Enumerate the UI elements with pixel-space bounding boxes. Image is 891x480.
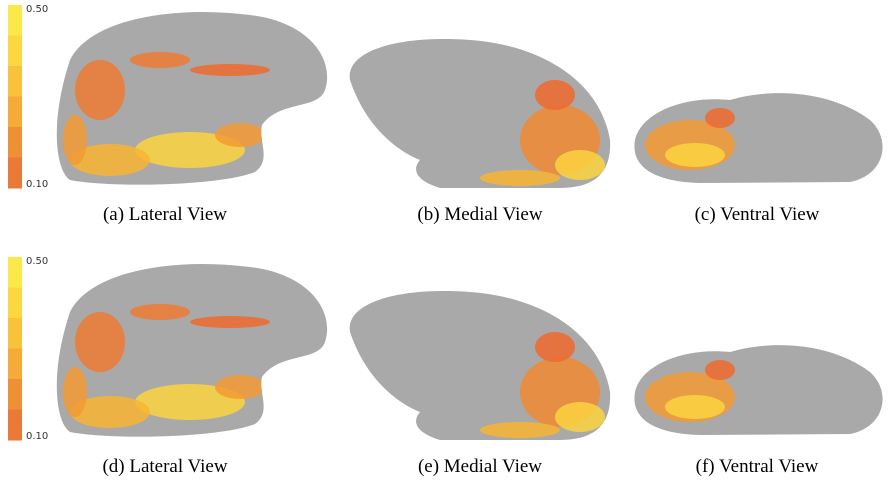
activation-blob bbox=[190, 316, 270, 328]
activation-blob bbox=[665, 395, 725, 419]
caption: (b) Medial View bbox=[417, 204, 542, 225]
caption: (a) Lateral View bbox=[103, 204, 227, 225]
activation-blob bbox=[555, 150, 605, 180]
colorbar-band bbox=[8, 379, 22, 410]
activation bbox=[645, 360, 735, 422]
activation-blob bbox=[705, 108, 735, 128]
activation-blob bbox=[63, 115, 87, 165]
activation-blob bbox=[75, 312, 125, 372]
activation-blob bbox=[130, 52, 190, 68]
activation-blob bbox=[480, 422, 560, 438]
activation-blob bbox=[535, 80, 575, 110]
activation-blob bbox=[480, 170, 560, 186]
colorbar-band bbox=[8, 409, 22, 441]
caption: (f) Ventral View bbox=[696, 456, 819, 477]
colorbar-min-label: 0.10 bbox=[26, 431, 48, 442]
caption: (d) Lateral View bbox=[102, 456, 227, 477]
row: 0.50 0.10 (a) Lateral View (b) Medial View (… bbox=[8, 4, 883, 225]
colorbar-max-label: 0.50 bbox=[26, 4, 48, 15]
activation-blob bbox=[215, 375, 265, 399]
colorbar-max-label: 0.50 bbox=[26, 256, 48, 267]
activation-blob bbox=[135, 132, 245, 168]
colorbar-band bbox=[8, 66, 22, 97]
colorbar-band bbox=[8, 287, 22, 319]
colorbar-band bbox=[8, 257, 22, 288]
activation bbox=[63, 304, 270, 428]
activation bbox=[63, 52, 270, 176]
colorbar-band bbox=[8, 318, 22, 349]
activation-blob bbox=[63, 367, 87, 417]
activation bbox=[645, 108, 735, 170]
colorbar-band bbox=[8, 5, 22, 36]
activation-blob bbox=[215, 123, 265, 147]
caption: (c) Ventral View bbox=[695, 204, 820, 225]
activation bbox=[480, 332, 605, 438]
colorbar-band bbox=[8, 157, 22, 189]
activation-blob bbox=[130, 304, 190, 320]
row: 0.50 0.10 (d) Lateral View (e) Medial View (… bbox=[8, 256, 883, 477]
activation-blob bbox=[190, 64, 270, 76]
activation-blob bbox=[135, 384, 245, 420]
colorbar-min-label: 0.10 bbox=[26, 179, 48, 190]
activation-blob bbox=[705, 360, 735, 380]
colorbar-band bbox=[8, 35, 22, 67]
caption: (e) Medial View bbox=[418, 456, 542, 477]
colorbar-band bbox=[8, 127, 22, 158]
activation-blob bbox=[555, 402, 605, 432]
activation-blob bbox=[70, 396, 150, 428]
activation-blob bbox=[70, 144, 150, 176]
activation-blob bbox=[535, 332, 575, 362]
activation-blob bbox=[665, 143, 725, 167]
colorbar-band bbox=[8, 96, 22, 128]
activation bbox=[480, 80, 605, 186]
colorbar-band bbox=[8, 348, 22, 380]
activation-blob bbox=[75, 60, 125, 120]
